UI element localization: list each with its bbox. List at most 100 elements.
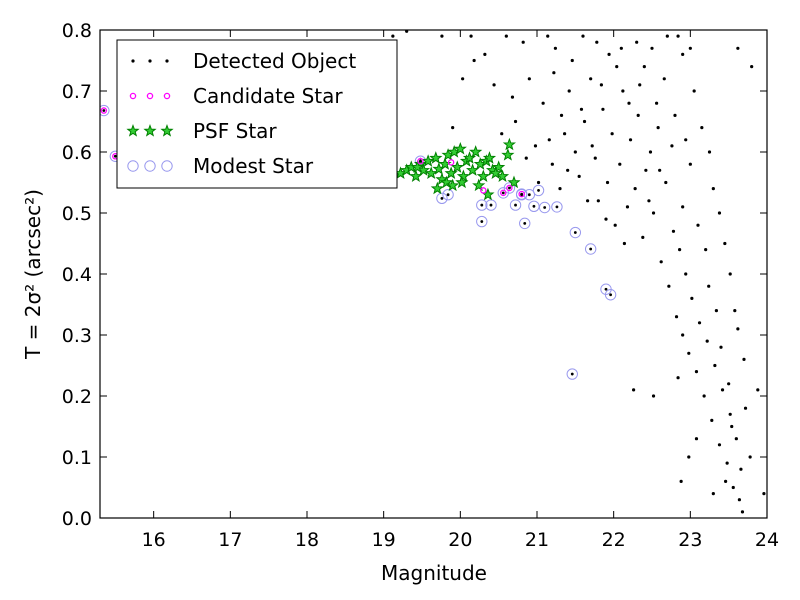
axis-ticks: 16 17 18 19 20 21 22 23 24 0.0 0.1 0.2 0.3 0.4 0.5 0.6 0…	[62, 20, 779, 551]
detected-object-point-43	[671, 229, 676, 233]
psf-star-point-34	[446, 178, 460, 192]
legend-label-candidate-star: Candidate Star	[193, 84, 343, 108]
legend-marker-detected-object-2	[165, 59, 169, 63]
y-tick-label-8: 0.8	[62, 20, 92, 42]
detected-object-point-2	[440, 34, 444, 38]
detected-object-point-22	[589, 77, 593, 81]
detected-object-point-89	[687, 455, 691, 459]
detected-object-point-88	[679, 479, 683, 483]
detected-object-point-135	[688, 46, 692, 50]
detected-object-point-98	[647, 199, 651, 203]
modest-star-point-10	[519, 217, 531, 230]
detected-object-point-127	[740, 510, 745, 514]
detected-object-point-102	[500, 132, 504, 136]
detected-object-point-101	[681, 205, 685, 209]
x-tick-label-3: 19	[372, 529, 396, 551]
detected-object-point-42	[667, 284, 671, 288]
legend-label-detected-object: Detected Object	[193, 49, 356, 73]
detected-object-point-62	[737, 498, 742, 502]
detected-object-point-55	[713, 363, 717, 368]
modest-star-center-10	[523, 221, 527, 225]
x-tick-label-6: 22	[602, 529, 626, 551]
modest-star-center-23	[520, 192, 524, 196]
detected-object-point-100	[670, 144, 674, 148]
detected-object-point-117	[684, 138, 688, 142]
detected-object-point-116	[673, 113, 677, 117]
psf-star-point-17	[453, 142, 467, 155]
detected-object-point-125	[730, 424, 734, 429]
detected-object-point-48	[687, 351, 691, 355]
legend-box	[116, 39, 398, 189]
detected-object-point-60	[731, 485, 735, 490]
detected-object-point-56	[717, 443, 722, 447]
detected-object-point-74	[700, 126, 704, 130]
detected-object-point-18	[567, 89, 571, 93]
modest-star-center-4	[446, 193, 450, 197]
psf-star-point-21	[466, 163, 480, 176]
modest-star-point-19	[604, 289, 617, 301]
detected-object-point-77	[717, 211, 722, 215]
data-points	[100, 30, 766, 514]
candidate-star-point-0	[100, 107, 108, 114]
modest-star-point-20	[566, 368, 578, 380]
y-tick-label-7: 0.7	[62, 81, 92, 103]
x-tick-label-0: 16	[142, 529, 166, 551]
psf-star-point-18	[456, 169, 470, 183]
legend-marker-psf-star-1	[143, 124, 157, 137]
detected-object-point-45	[678, 248, 682, 252]
candidate-star-point-4	[480, 187, 487, 194]
modest-star-center-2	[419, 159, 422, 163]
psf-star-point-33	[439, 175, 454, 189]
detected-object-point-23	[593, 156, 597, 160]
detected-object-point-85	[632, 388, 636, 392]
detected-object-point-17	[559, 113, 564, 117]
modest-star-point-6	[476, 215, 488, 228]
detected-object-point-14	[541, 101, 545, 105]
modest-star-point-14	[538, 201, 551, 214]
detected-object-point-33	[633, 187, 637, 191]
detected-object-point-67	[546, 34, 550, 38]
detected-object-point-114	[655, 101, 659, 105]
detected-object-point-47	[684, 272, 688, 276]
detected-object-point-71	[665, 34, 669, 38]
detected-object-point-121	[707, 284, 711, 288]
legend-marker-detected-object-1	[148, 59, 152, 63]
psf-star-point-8	[424, 166, 438, 179]
detected-object-point-39	[656, 126, 660, 130]
detected-object-point-95	[586, 199, 590, 203]
y-tick-label-1: 0.1	[62, 447, 92, 469]
y-tick-label-2: 0.2	[62, 386, 92, 408]
psf-star-point-36	[472, 178, 486, 192]
psf-star-point-39	[410, 160, 424, 173]
detected-object-point-24	[596, 199, 600, 203]
legend-marker-modest-star-0	[127, 160, 139, 172]
modest-star-center-1	[113, 154, 117, 158]
modest-star-point-0	[100, 104, 110, 117]
psf-star-point-38	[489, 166, 503, 179]
detected-object-point-3	[451, 126, 455, 130]
detected-object-point-20	[577, 174, 581, 178]
legend-marker-candidate-star-2	[163, 92, 171, 100]
modest-star-center-15	[555, 205, 559, 209]
detected-object-point-70	[642, 65, 646, 69]
detected-object-point-128	[553, 46, 558, 50]
modest-star-center-5	[480, 203, 484, 207]
detected-object-point-94	[558, 187, 562, 191]
candidate-star-point-7	[518, 190, 525, 198]
modest-star-point-13	[532, 184, 545, 197]
detected-object-point-1	[405, 30, 409, 33]
detected-object-point-104	[524, 156, 528, 160]
detected-object-point-25	[601, 107, 605, 111]
detected-object-point-16	[552, 71, 556, 75]
modest-star-point-15	[551, 201, 563, 213]
y-tick-label-5: 0.5	[62, 203, 92, 225]
legend: Detected Object Candidate Star PSF Star Mod…	[116, 39, 398, 189]
x-tick-label-5: 21	[525, 529, 549, 551]
detected-object-point-78	[723, 241, 727, 246]
detected-object-point-53	[705, 339, 709, 343]
detected-object-point-31	[625, 205, 630, 209]
modest-star-point-22	[503, 182, 516, 194]
detected-object-point-28	[613, 223, 617, 227]
candidate-star-point-6	[506, 184, 513, 192]
legend-marker-candidate-star-1	[146, 92, 154, 100]
